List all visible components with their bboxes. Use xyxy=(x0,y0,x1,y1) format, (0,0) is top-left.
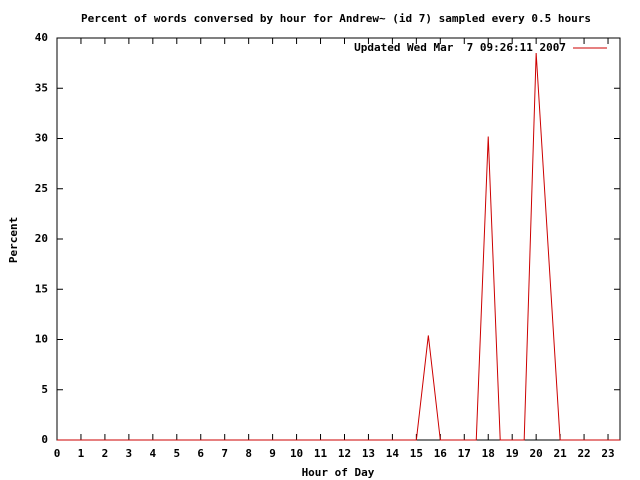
y-tick-label: 25 xyxy=(35,182,48,195)
x-tick-label: 14 xyxy=(386,447,400,460)
x-tick-label: 11 xyxy=(314,447,328,460)
x-tick-label: 9 xyxy=(269,447,276,460)
x-tick-label: 1 xyxy=(78,447,85,460)
x-tick-label: 16 xyxy=(434,447,448,460)
x-tick-label: 5 xyxy=(173,447,180,460)
x-axis-label: Hour of Day xyxy=(302,466,375,479)
x-tick-label: 0 xyxy=(54,447,61,460)
y-tick-label: 10 xyxy=(35,333,48,346)
legend-label: Updated Wed Mar 7 09:26:11 2007 xyxy=(354,41,566,54)
x-tick-label: 6 xyxy=(197,447,204,460)
y-tick-label: 5 xyxy=(41,383,48,396)
y-tick-label: 30 xyxy=(35,132,48,145)
y-tick-label: 40 xyxy=(35,31,48,44)
y-tick-label: 15 xyxy=(35,282,48,295)
x-tick-label: 15 xyxy=(410,447,423,460)
data-line xyxy=(57,53,620,441)
x-tick-label: 7 xyxy=(221,447,228,460)
x-tick-label: 10 xyxy=(290,447,303,460)
x-tick-label: 4 xyxy=(150,447,157,460)
x-tick-label: 13 xyxy=(362,447,375,460)
x-tick-label: 23 xyxy=(601,447,614,460)
x-tick-label: 2 xyxy=(102,447,109,460)
x-tick-label: 12 xyxy=(338,447,351,460)
x-tick-label: 22 xyxy=(577,447,590,460)
x-tick-label: 8 xyxy=(245,447,252,460)
y-axis-label: Percent xyxy=(7,217,20,263)
x-tick-label: 21 xyxy=(553,447,567,460)
x-tick-label: 20 xyxy=(530,447,543,460)
x-tick-label: 18 xyxy=(482,447,495,460)
x-tick-label: 19 xyxy=(506,447,519,460)
plot-frame xyxy=(56,37,621,441)
x-tick-label: 17 xyxy=(458,447,471,460)
y-tick-label: 0 xyxy=(41,433,48,446)
chart-title: Percent of words conversed by hour for A… xyxy=(81,12,591,25)
x-tick-label: 3 xyxy=(126,447,133,460)
y-tick-label: 35 xyxy=(35,81,48,94)
y-tick-label: 20 xyxy=(35,232,48,245)
